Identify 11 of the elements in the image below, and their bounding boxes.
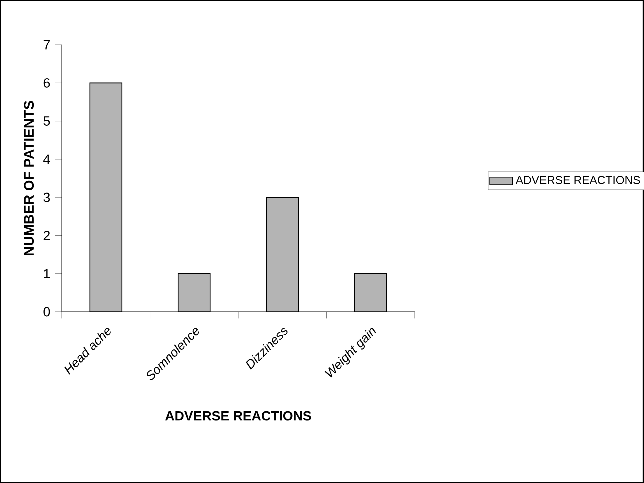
y-tick-label: 1	[44, 269, 50, 278]
legend-label: ADVERSE REACTIONS	[516, 176, 640, 184]
y-tick-label: 0	[44, 307, 50, 317]
y-tick-label: 3	[44, 192, 50, 202]
y-tick-label: 7	[44, 40, 50, 50]
y-tick-label: 4	[44, 154, 50, 164]
y-tick-label: 2	[44, 231, 50, 240]
y-tick-label: 6	[44, 78, 50, 88]
y-tick-label: 5	[44, 116, 50, 126]
x-axis-title: ADVERSE REACTIONS	[166, 411, 312, 421]
y-axis-title: NUMBER OF PATIENTS	[24, 101, 34, 256]
